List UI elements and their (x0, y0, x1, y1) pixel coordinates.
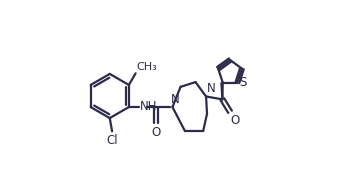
Text: N: N (207, 82, 216, 95)
Text: NH: NH (140, 100, 157, 113)
Text: Cl: Cl (106, 134, 118, 147)
Text: N: N (171, 93, 180, 106)
Text: S: S (240, 76, 247, 89)
Text: CH₃: CH₃ (136, 62, 157, 72)
Text: O: O (231, 114, 240, 127)
Text: O: O (151, 126, 161, 139)
